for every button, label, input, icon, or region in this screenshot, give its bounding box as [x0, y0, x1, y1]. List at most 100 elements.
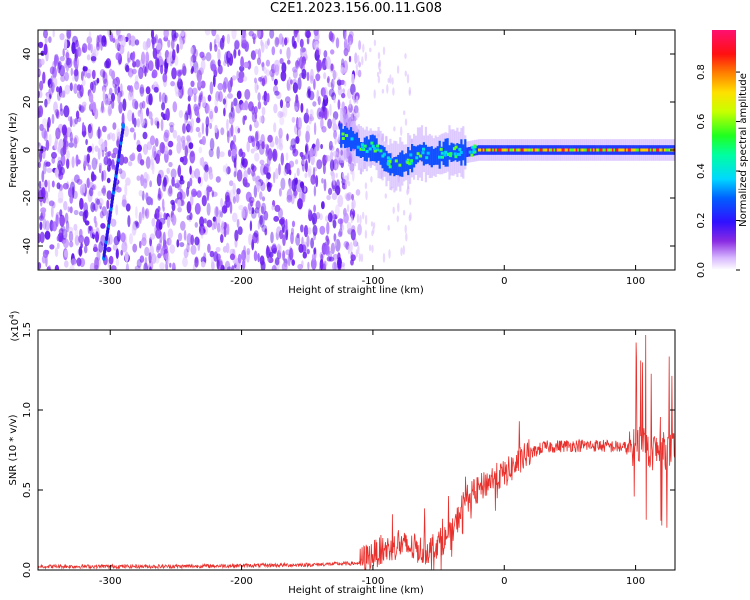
- heatmap-cell: [312, 101, 317, 107]
- heatmap-cell: [182, 256, 188, 268]
- colorbar-tick-label: 0.8: [696, 64, 707, 80]
- heatmap-cell: [205, 124, 209, 137]
- heatmap-cell: [214, 206, 220, 218]
- heatmap-bright-cell: [408, 162, 412, 166]
- heatmap-bright-cell: [419, 154, 423, 158]
- heatmap-cell: [256, 84, 260, 90]
- snr-axes: -300 -200 -100 0 100 0.0 0.5 1.0 1.5: [22, 322, 675, 587]
- heatmap-cell: [357, 244, 360, 255]
- heatmap-cell: [402, 245, 405, 255]
- heatmap-cell: [243, 169, 248, 180]
- heatmap-cell: [170, 168, 177, 179]
- heatmap-cell: [314, 166, 318, 172]
- heatmap-cell: [307, 168, 312, 178]
- heatmap-line-cell: [520, 148, 523, 152]
- heatmap-cell: [38, 180, 42, 189]
- heatmap-cell: [305, 130, 309, 144]
- heatmap-cell: [226, 223, 230, 235]
- heatmap-cell: [281, 36, 285, 48]
- heatmap-bright-cell: [440, 151, 444, 155]
- heatmap-cell: [212, 74, 216, 88]
- heatmap-cell: [255, 181, 261, 189]
- heatmap-cell: [163, 186, 167, 192]
- heatmap-cell: [358, 40, 362, 51]
- heatmap-cell: [195, 126, 201, 133]
- heatmap-cell: [246, 140, 250, 153]
- heatmap-cell: [160, 118, 164, 132]
- heatmap-cell: [123, 125, 129, 138]
- heatmap-cell: [143, 262, 148, 270]
- heatmap-cell: [237, 226, 243, 236]
- heatmap-cell: [323, 50, 328, 58]
- heatmap-line-cell: [489, 148, 491, 152]
- heatmap-cell: [228, 116, 234, 125]
- heatmap-cell: [138, 211, 142, 224]
- heatmap-cell: [73, 223, 78, 231]
- heatmap-cell: [144, 256, 148, 269]
- heatmap-cell: [190, 234, 194, 246]
- heatmap-cell: [139, 159, 145, 166]
- heatmap-cell: [226, 118, 229, 131]
- heatmap-cell: [320, 143, 323, 150]
- heatmap-cell: [54, 168, 59, 176]
- heatmap-cell: [196, 69, 202, 83]
- heatmap-cell: [218, 91, 223, 102]
- heatmap-cell: [46, 121, 50, 133]
- heatmap-bright-cell: [441, 155, 444, 159]
- heatmap-bright-cell: [379, 149, 383, 153]
- y-tick-label: 1.0: [22, 402, 33, 418]
- heatmap-cell: [354, 112, 358, 118]
- heatmap-line-cell: [618, 148, 621, 152]
- x-tick-label: -300: [99, 576, 122, 587]
- heatmap-cell: [304, 30, 311, 39]
- heatmap-cell: [304, 153, 309, 160]
- heatmap-cell: [400, 247, 403, 256]
- heatmap-line-cell: [657, 148, 660, 152]
- heatmap-cell: [96, 77, 100, 84]
- heatmap-cell: [142, 131, 148, 140]
- heatmap-cell: [261, 141, 265, 150]
- heatmap-cell: [267, 181, 271, 188]
- heatmap-bright-cell: [345, 134, 349, 137]
- heatmap-cell: [209, 138, 215, 151]
- heatmap-cell: [246, 248, 251, 255]
- heatmap-cell: [233, 134, 237, 143]
- heatmap-core: [377, 144, 380, 161]
- heatmap-cell: [274, 204, 281, 212]
- heatmap-cell: [263, 67, 267, 74]
- heatmap-cell: [169, 262, 172, 268]
- heatmap-bright-cell: [394, 159, 398, 163]
- heatmap-cell: [328, 88, 335, 97]
- heatmap-cell: [198, 146, 203, 154]
- heatmap-cell: [254, 80, 259, 94]
- heatmap-bright-cell: [398, 163, 402, 167]
- heatmap-cell: [120, 83, 123, 94]
- heatmap-cell: [257, 48, 262, 60]
- heatmap-cell: [329, 103, 332, 116]
- x-tick-label: -100: [362, 576, 385, 587]
- heatmap-cell: [299, 38, 304, 48]
- heatmap-cell: [359, 214, 362, 225]
- heatmap-cell: [58, 235, 63, 242]
- heatmap-line-cell: [500, 148, 502, 152]
- heatmap-cell: [161, 198, 165, 210]
- heatmap-cell: [327, 212, 333, 223]
- heatmap-cell: [128, 39, 132, 46]
- heatmap-cell: [391, 77, 394, 85]
- heatmap-line-cell: [583, 148, 586, 152]
- heatmap-cell: [107, 104, 112, 117]
- heatmap-cell: [224, 260, 231, 270]
- heatmap-cell: [190, 68, 194, 75]
- heatmap-cell: [164, 109, 168, 120]
- heatmap-cell: [240, 56, 245, 68]
- heatmap-cell: [186, 186, 190, 197]
- heatmap-cell: [241, 151, 246, 158]
- heatmap-cell: [327, 118, 332, 129]
- heatmap-cell: [177, 199, 182, 208]
- heatmap-cell: [227, 266, 232, 270]
- heatmap-line-cell: [615, 148, 617, 152]
- heatmap-cell: [325, 155, 331, 162]
- heatmap-cell: [142, 65, 146, 74]
- heatmap-cell: [243, 61, 250, 69]
- heatmap-cell: [308, 208, 311, 215]
